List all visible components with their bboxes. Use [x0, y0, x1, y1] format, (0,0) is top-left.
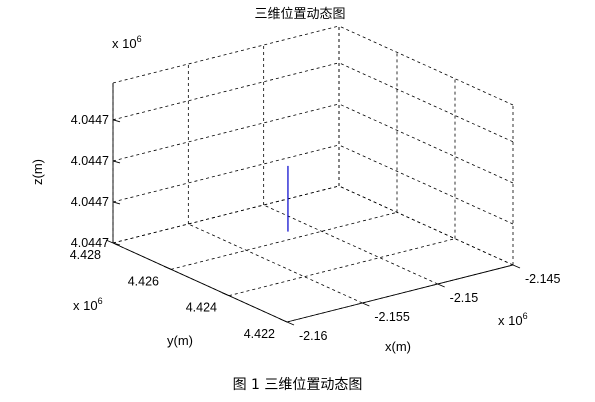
floor-grid-line: [170, 211, 398, 270]
x-tick-mark: [437, 283, 445, 288]
back-wall-grid-line: [112, 144, 340, 203]
y-tick-mark: [221, 292, 230, 297]
x-tick-mark: [286, 321, 295, 326]
back-wall-top-edge: [112, 25, 340, 84]
z-axis-label: z(m): [30, 159, 45, 185]
z-tick-labels: 4.0447 4.0447 4.0447 4.0447: [71, 113, 109, 250]
z-exponent: x 106: [112, 34, 142, 51]
x-tick-label: -2.145: [525, 272, 560, 286]
x-axis-line: [286, 264, 514, 323]
x-tick-mark: [362, 302, 370, 307]
z-tick-mark: [112, 160, 121, 164]
side-wall-grid-line: [338, 103, 514, 184]
floor-grid-line: [263, 204, 438, 285]
side-wall-top-edge: [338, 25, 514, 106]
x-tick-mark: [512, 264, 521, 269]
side-wall-grid-line: [338, 62, 514, 143]
z-tick-label: 4.0447: [71, 236, 109, 250]
z-tick-label: 4.0447: [71, 154, 109, 168]
y-tick-label: 4.424: [186, 301, 217, 315]
y-tick-label: 4.428: [70, 248, 101, 262]
back-wall-grid-line: [112, 103, 340, 162]
z-tick-mark: [112, 242, 121, 246]
axes-layer: [105, 83, 521, 326]
y-tick-mark: [163, 265, 172, 270]
y-tick-labels: 4.422 4.424 4.426 4.428: [70, 248, 275, 341]
y-tick-mark: [279, 318, 288, 323]
z-tick-label: 4.0447: [71, 195, 109, 209]
back-wall-grid-line: [112, 62, 340, 121]
x-tick-label: -2.15: [450, 291, 479, 305]
y-tick-label: 4.422: [244, 327, 275, 341]
z-tick-mark: [112, 201, 121, 205]
back-wall-grid-line: [112, 185, 340, 244]
x-axis-label: x(m): [385, 339, 411, 354]
floor-grid-line: [188, 223, 363, 304]
y-axis-line: [112, 242, 288, 323]
z-tick-mark: [112, 119, 121, 123]
x-exponent: x 106: [498, 311, 528, 328]
z-tick-label: 4.0447: [71, 113, 109, 127]
x-tick-label: -2.16: [299, 329, 328, 343]
y-axis-label: y(m): [167, 333, 193, 348]
y-tick-mark: [105, 239, 114, 244]
side-wall-grid-line: [338, 185, 514, 266]
x-tick-label: -2.155: [374, 310, 409, 324]
chart-title: 三维位置动态图: [254, 7, 345, 22]
y-exponent: x 106: [73, 296, 103, 313]
grid-layer: [112, 25, 514, 323]
y-tick-label: 4.426: [128, 274, 159, 288]
x-tick-labels: -2.16 -2.155 -2.15 -2.145: [299, 272, 560, 343]
floor-grid-line: [228, 238, 456, 297]
side-wall-grid-line: [338, 144, 514, 225]
figure-caption: 图 1 三维位置动态图: [232, 377, 363, 393]
